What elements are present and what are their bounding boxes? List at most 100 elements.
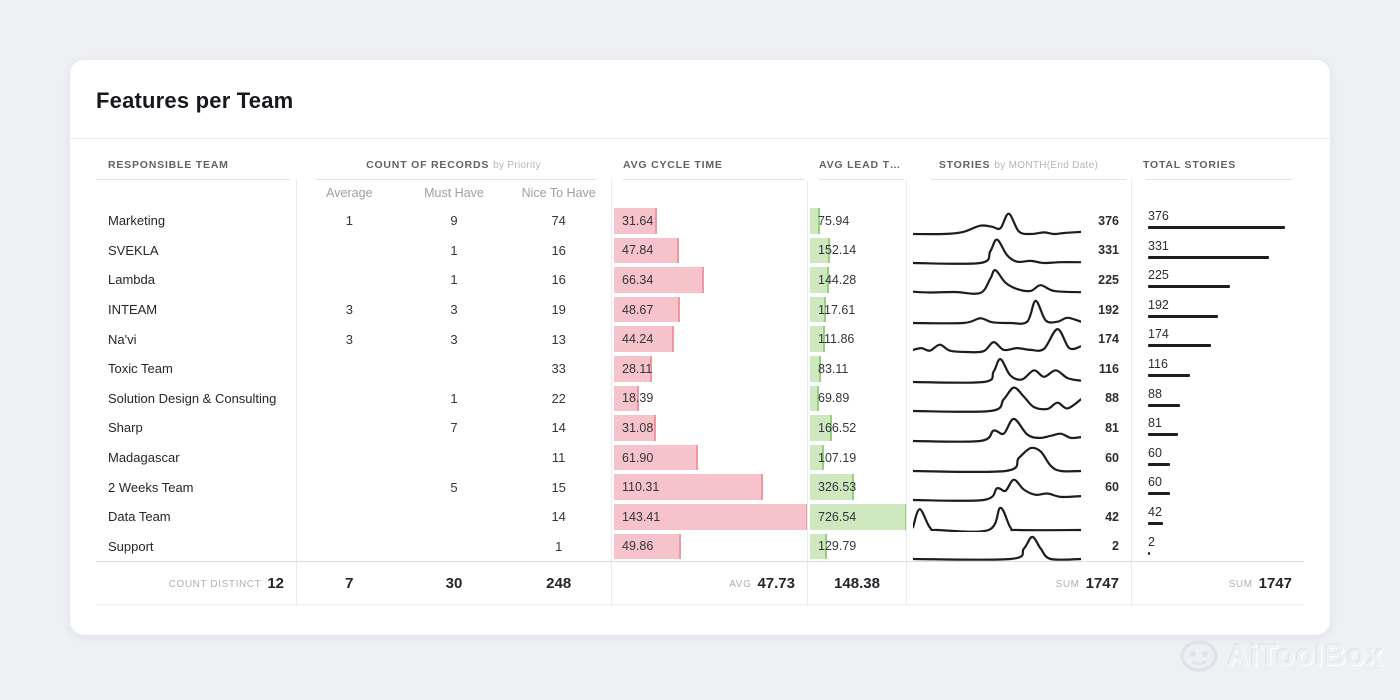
count-nice-to-have: 16 <box>551 242 566 258</box>
lead-time-bar <box>810 296 826 323</box>
avg-cycle-time-cell[interactable]: 47.84 <box>611 235 807 266</box>
table-row-team[interactable]: Toxic Team <box>108 361 173 377</box>
total-stories-cell[interactable]: 81 <box>1131 413 1304 443</box>
column-header-count-of-records[interactable]: COUNT OF RECORDS by Priority <box>296 148 611 180</box>
table-row-team[interactable]: Madagascar <box>108 450 180 466</box>
priority-counts-cell[interactable]: 1 16 <box>296 235 611 266</box>
avg-cycle-time-cell[interactable]: 110.31 <box>611 472 807 502</box>
avg-lead-time-cell[interactable]: 117.61 <box>807 294 906 325</box>
table-row-team[interactable]: Lambda <box>108 272 155 288</box>
table-row-team[interactable]: Solution Design & Consulting <box>108 390 277 406</box>
subheader-nice-to-have[interactable]: Nice To Have <box>521 186 596 200</box>
table-row-team[interactable]: SVEKLA <box>108 242 159 258</box>
table-row-team[interactable]: Data Team <box>108 509 171 525</box>
cycle-time-value: 49.86 <box>622 539 654 554</box>
avg-lead-time-cell[interactable]: 69.89 <box>807 383 906 414</box>
footer-avg-cycle-time: AVG 47.73 <box>611 561 807 606</box>
table-row-team[interactable]: Support <box>108 538 154 554</box>
priority-counts-cell[interactable]: 3 3 19 <box>296 294 611 325</box>
avg-lead-time-cell[interactable]: 75.94 <box>807 206 906 236</box>
count-nice-to-have: 22 <box>551 390 566 406</box>
total-stories-cell[interactable]: 88 <box>1131 383 1304 414</box>
stories-sparkline <box>913 386 1081 414</box>
column-header-responsible-team[interactable]: RESPONSIBLE TEAM <box>96 148 296 180</box>
priority-counts-cell[interactable]: 33 <box>296 353 611 384</box>
total-stories-cell[interactable]: 225 <box>1131 265 1304 295</box>
total-stories-cell[interactable]: 174 <box>1131 324 1304 354</box>
stories-cell[interactable]: 81 <box>906 413 1131 443</box>
avg-cycle-time-cell[interactable]: 49.86 <box>611 531 807 562</box>
count-must-have: 5 <box>450 479 458 495</box>
column-header-avg-lead-time[interactable]: AVG LEAD T… <box>807 148 906 180</box>
header-underline <box>819 179 904 180</box>
avg-cycle-time-cell[interactable]: 143.41 <box>611 501 808 532</box>
avg-cycle-time-cell[interactable]: 18.39 <box>611 383 807 414</box>
column-header-avg-cycle-time[interactable]: AVG CYCLE TIME <box>611 148 807 180</box>
avg-lead-time-cell[interactable]: 83.11 <box>807 353 906 384</box>
avg-lead-time-cell[interactable]: 144.28 <box>807 265 906 295</box>
avg-lead-time-cell[interactable]: 726.54 <box>807 501 907 532</box>
priority-counts-cell[interactable]: 1 22 <box>296 383 611 414</box>
table-row-team[interactable]: Na'vi <box>108 331 137 347</box>
avg-cycle-time-cell[interactable]: 61.90 <box>611 442 807 473</box>
avg-lead-time-cell[interactable]: 129.79 <box>807 531 906 562</box>
priority-counts-cell[interactable]: 5 15 <box>296 472 611 502</box>
table-row-team[interactable]: Sharp <box>108 420 143 436</box>
total-stories-cell[interactable]: 331 <box>1131 235 1304 266</box>
column-header-stories[interactable]: STORIES by MONTH(End Date) <box>906 148 1131 180</box>
stories-cell[interactable]: 2 <box>906 531 1131 562</box>
priority-counts-cell[interactable]: 14 <box>296 501 611 532</box>
stories-cell[interactable]: 331 <box>906 235 1131 266</box>
avg-lead-time-cell[interactable]: 166.52 <box>807 413 906 443</box>
total-stories-bar <box>1148 403 1181 407</box>
avg-lead-time-cell[interactable]: 152.14 <box>807 235 906 266</box>
table-row-team[interactable]: Marketing <box>108 213 166 229</box>
priority-counts-cell[interactable]: 7 14 <box>296 413 611 443</box>
count-average <box>297 472 402 502</box>
cycle-time-bar <box>614 503 808 530</box>
total-stories-cell[interactable]: 2 <box>1131 531 1304 562</box>
stories-sparkline <box>913 238 1081 266</box>
count-nice-to-have: 33 <box>551 361 566 377</box>
stories-cell[interactable]: 192 <box>906 294 1131 325</box>
priority-counts-cell[interactable]: 3 3 13 <box>296 324 611 354</box>
avg-lead-time-cell[interactable]: 326.53 <box>807 472 906 502</box>
stories-cell[interactable]: 60 <box>906 472 1131 503</box>
total-stories-cell[interactable]: 42 <box>1131 501 1304 532</box>
table-row-team[interactable]: INTEAM <box>108 302 158 318</box>
stories-cell[interactable]: 116 <box>906 353 1131 384</box>
stories-sparkline <box>913 299 1081 325</box>
avg-cycle-time-cell[interactable]: 28.11 <box>611 353 807 384</box>
avg-cycle-time-cell[interactable]: 44.24 <box>611 324 807 354</box>
lead-time-value: 107.19 <box>818 450 857 465</box>
priority-counts-cell[interactable]: 11 <box>296 442 611 473</box>
stories-cell[interactable]: 376 <box>906 206 1131 236</box>
total-stories-cell[interactable]: 192 <box>1131 294 1304 325</box>
total-stories-cell[interactable]: 60 <box>1131 442 1304 473</box>
total-stories-cell[interactable]: 60 <box>1131 472 1304 502</box>
subheader-must-have[interactable]: Must Have <box>424 186 484 200</box>
table-row-team[interactable]: 2 Weeks Team <box>108 479 194 495</box>
stories-cell[interactable]: 174 <box>906 324 1131 354</box>
lead-time-value: 152.14 <box>818 243 857 258</box>
avg-lead-time-cell[interactable]: 107.19 <box>807 442 906 473</box>
cycle-time-value: 44.24 <box>622 332 654 347</box>
stories-cell[interactable]: 225 <box>906 265 1131 295</box>
subheader-average[interactable]: Average <box>326 186 373 200</box>
priority-counts-cell[interactable]: 1 16 <box>296 265 611 295</box>
title-divider <box>70 138 1330 139</box>
stories-cell[interactable]: 88 <box>906 383 1131 414</box>
stories-value: 376 <box>1098 213 1119 228</box>
avg-cycle-time-cell[interactable]: 31.64 <box>611 206 807 236</box>
total-stories-cell[interactable]: 116 <box>1131 353 1304 384</box>
total-stories-cell[interactable]: 376 <box>1131 206 1304 236</box>
avg-cycle-time-cell[interactable]: 66.34 <box>611 265 807 295</box>
column-header-total-stories[interactable]: TOTAL STORIES <box>1131 148 1304 180</box>
avg-lead-time-cell[interactable]: 111.86 <box>807 324 906 354</box>
avg-cycle-time-cell[interactable]: 31.08 <box>611 413 807 443</box>
stories-cell[interactable]: 60 <box>906 442 1131 473</box>
avg-cycle-time-cell[interactable]: 48.67 <box>611 294 807 325</box>
priority-counts-cell[interactable]: 1 9 74 <box>296 206 611 236</box>
stories-cell[interactable]: 42 <box>906 501 1131 532</box>
priority-counts-cell[interactable]: 1 <box>296 531 611 562</box>
